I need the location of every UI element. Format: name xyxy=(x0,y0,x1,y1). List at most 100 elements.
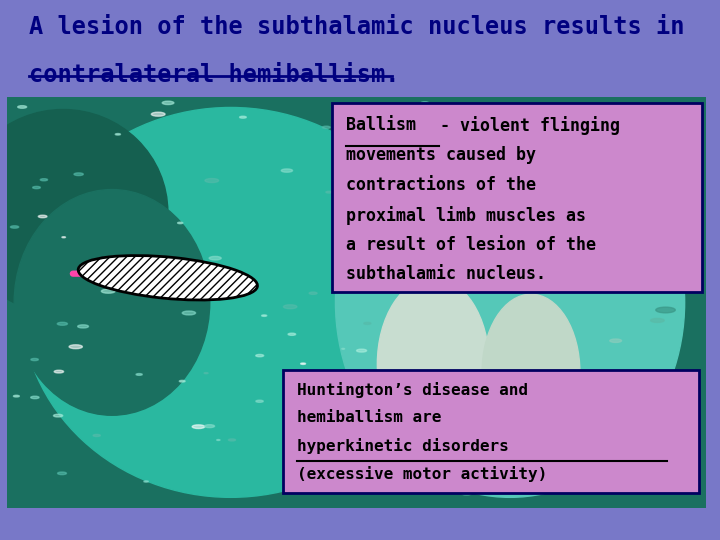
Ellipse shape xyxy=(368,412,377,414)
Ellipse shape xyxy=(377,278,489,450)
Ellipse shape xyxy=(652,450,662,453)
Ellipse shape xyxy=(178,222,183,224)
Text: hemiballism are: hemiballism are xyxy=(297,410,441,426)
FancyBboxPatch shape xyxy=(332,103,702,292)
Ellipse shape xyxy=(115,133,120,135)
FancyBboxPatch shape xyxy=(283,370,698,493)
Ellipse shape xyxy=(284,305,297,309)
Text: Ballism: Ballism xyxy=(346,116,416,134)
Ellipse shape xyxy=(261,315,266,316)
Ellipse shape xyxy=(610,339,621,342)
Ellipse shape xyxy=(356,349,366,352)
Ellipse shape xyxy=(40,179,48,181)
Text: hyperkinetic disorders: hyperkinetic disorders xyxy=(297,438,509,454)
Ellipse shape xyxy=(400,202,409,205)
Ellipse shape xyxy=(204,373,208,374)
Ellipse shape xyxy=(18,106,27,109)
Ellipse shape xyxy=(656,307,675,313)
Ellipse shape xyxy=(74,173,84,176)
Ellipse shape xyxy=(369,401,377,403)
Text: - violent flinging: - violent flinging xyxy=(439,116,619,134)
Ellipse shape xyxy=(611,209,616,211)
Ellipse shape xyxy=(364,322,371,325)
Ellipse shape xyxy=(552,268,561,271)
Ellipse shape xyxy=(38,215,47,218)
Text: A lesion of the subthalamic nucleus results in: A lesion of the subthalamic nucleus resu… xyxy=(29,15,684,38)
Ellipse shape xyxy=(93,434,100,436)
Ellipse shape xyxy=(228,439,235,441)
Ellipse shape xyxy=(417,248,423,250)
Ellipse shape xyxy=(210,286,218,288)
Ellipse shape xyxy=(209,256,221,260)
Ellipse shape xyxy=(136,374,143,375)
Ellipse shape xyxy=(53,414,63,417)
Ellipse shape xyxy=(192,425,204,429)
Ellipse shape xyxy=(384,392,400,396)
Ellipse shape xyxy=(205,179,219,183)
Ellipse shape xyxy=(541,258,552,262)
Ellipse shape xyxy=(217,440,220,441)
Ellipse shape xyxy=(14,190,210,415)
Ellipse shape xyxy=(572,372,582,375)
Ellipse shape xyxy=(479,485,492,490)
Ellipse shape xyxy=(204,424,215,428)
Ellipse shape xyxy=(342,348,345,349)
Ellipse shape xyxy=(10,226,19,228)
Ellipse shape xyxy=(144,481,148,482)
Ellipse shape xyxy=(151,112,165,116)
Ellipse shape xyxy=(31,359,38,361)
Ellipse shape xyxy=(179,380,185,382)
Ellipse shape xyxy=(288,441,293,443)
Ellipse shape xyxy=(14,395,19,397)
Ellipse shape xyxy=(338,371,344,373)
Ellipse shape xyxy=(514,279,526,283)
Ellipse shape xyxy=(368,259,374,261)
Ellipse shape xyxy=(282,169,292,172)
Ellipse shape xyxy=(651,319,665,322)
Ellipse shape xyxy=(58,322,68,325)
Ellipse shape xyxy=(419,483,432,487)
Ellipse shape xyxy=(586,126,590,127)
Ellipse shape xyxy=(0,110,168,315)
Ellipse shape xyxy=(58,472,66,475)
Ellipse shape xyxy=(326,191,332,193)
Ellipse shape xyxy=(150,289,162,293)
Ellipse shape xyxy=(318,408,331,412)
Ellipse shape xyxy=(361,489,374,493)
Ellipse shape xyxy=(78,325,89,328)
Ellipse shape xyxy=(31,396,39,399)
Text: subthalamic nucleus.: subthalamic nucleus. xyxy=(346,266,546,284)
Ellipse shape xyxy=(102,289,115,293)
Ellipse shape xyxy=(182,311,196,315)
Ellipse shape xyxy=(322,463,329,465)
Ellipse shape xyxy=(500,492,505,494)
Ellipse shape xyxy=(482,294,580,450)
Ellipse shape xyxy=(309,292,317,294)
Ellipse shape xyxy=(328,453,333,455)
Ellipse shape xyxy=(123,264,129,265)
Ellipse shape xyxy=(21,107,440,497)
Ellipse shape xyxy=(288,333,296,335)
Text: a result of lesion of the: a result of lesion of the xyxy=(346,235,596,253)
Text: proximal limb muscles as: proximal limb muscles as xyxy=(346,206,586,225)
Ellipse shape xyxy=(69,345,82,349)
Text: movements caused by: movements caused by xyxy=(346,146,536,164)
Ellipse shape xyxy=(395,458,404,461)
Ellipse shape xyxy=(359,398,370,401)
Text: (excessive motor activity): (excessive motor activity) xyxy=(297,466,547,482)
Ellipse shape xyxy=(162,101,174,105)
Text: Huntington’s disease and: Huntington’s disease and xyxy=(297,382,528,399)
Ellipse shape xyxy=(78,255,258,300)
Ellipse shape xyxy=(256,354,264,357)
Ellipse shape xyxy=(62,237,66,238)
Ellipse shape xyxy=(240,116,246,118)
Text: contralateral hemiballism.: contralateral hemiballism. xyxy=(29,63,400,87)
Ellipse shape xyxy=(323,126,330,129)
Ellipse shape xyxy=(256,400,264,402)
Ellipse shape xyxy=(32,186,40,188)
Ellipse shape xyxy=(54,370,63,373)
Ellipse shape xyxy=(301,363,305,364)
Text: contractions of the: contractions of the xyxy=(346,176,536,193)
Ellipse shape xyxy=(336,107,685,497)
Ellipse shape xyxy=(462,492,471,495)
